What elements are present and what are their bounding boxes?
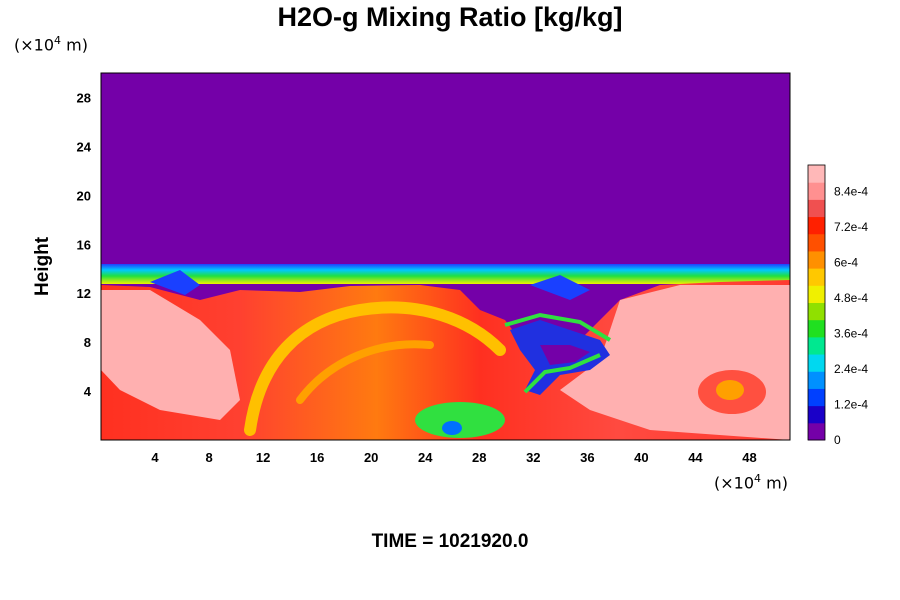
x-axis-ticks: 4 8 12 16 20 24 28 32 36 40 44 48 xyxy=(151,450,756,465)
moisture-gradient-band xyxy=(101,264,790,284)
colorbar-segment xyxy=(808,199,825,218)
heatmap-field xyxy=(101,73,790,440)
y-tick-label: 4 xyxy=(84,384,92,399)
colorbar-tick-label: 2.4e-4 xyxy=(834,362,868,376)
x-tick-label: 8 xyxy=(205,450,212,465)
colorbar: 0 1.2e-4 2.4e-4 3.6e-4 4.8e-4 6e-4 7.2e-4 8.4e-… xyxy=(807,164,868,447)
x-tick-label: 48 xyxy=(742,450,756,465)
y-tick-label: 12 xyxy=(77,286,91,301)
blue-plume-left xyxy=(150,270,200,295)
colorbar-segment xyxy=(808,302,825,321)
x-tick-label: 12 xyxy=(256,450,270,465)
time-label: TIME = 1021920.0 xyxy=(371,531,529,552)
blue-spot xyxy=(442,421,462,435)
green-edge xyxy=(504,312,612,394)
colorbar-segment xyxy=(808,165,825,183)
colorbar-segment xyxy=(808,216,825,235)
colorbar-segment xyxy=(808,388,825,407)
green-patch xyxy=(415,402,505,438)
colorbar-segment xyxy=(808,250,825,269)
x-axis-unit: (×104 m) xyxy=(714,472,788,493)
colorbar-segment xyxy=(808,268,825,286)
y-tick-label: 8 xyxy=(84,335,91,350)
colorbar-segment xyxy=(808,371,825,389)
colorbar-frame xyxy=(807,164,826,441)
x-tick-label: 40 xyxy=(634,450,648,465)
x-tick-label: 36 xyxy=(580,450,594,465)
x-tick-label: 44 xyxy=(688,450,703,465)
colorbar-tick-label: 4.8e-4 xyxy=(834,291,868,305)
colorbar-segment xyxy=(808,182,825,200)
x-tick-label: 20 xyxy=(364,450,378,465)
yellow-swirl xyxy=(244,301,506,436)
colorbar-tick-label: 1.2e-4 xyxy=(834,398,868,412)
warm-core-right-center xyxy=(716,380,744,400)
yellow-swirl-2 xyxy=(296,340,434,404)
colorbar-segment xyxy=(808,233,825,252)
colorbar-segment xyxy=(808,422,825,441)
dry-intrusion-core xyxy=(540,345,590,365)
x-tick-label: 28 xyxy=(472,450,486,465)
colorbar-segment xyxy=(808,354,825,372)
y-tick-label: 24 xyxy=(77,139,92,154)
x-tick-label: 32 xyxy=(526,450,540,465)
pink-left-region xyxy=(101,290,240,420)
y-axis-unit: (×104 m) xyxy=(14,34,88,55)
y-tick-label: 16 xyxy=(77,237,91,252)
y-tick-label: 20 xyxy=(77,188,91,203)
y-tick-label: 28 xyxy=(77,90,91,105)
blue-plume-right xyxy=(530,275,590,300)
x-tick-label: 4 xyxy=(151,450,159,465)
colorbar-segment xyxy=(808,336,825,355)
colorbar-segment xyxy=(808,285,825,303)
colorbar-tick-label: 0 xyxy=(834,433,841,447)
colorbar-tick-label: 6e-4 xyxy=(834,256,858,270)
x-tick-label: 16 xyxy=(310,450,324,465)
colorbar-segment xyxy=(808,319,825,338)
colorbar-tick-label: 8.4e-4 xyxy=(834,185,868,199)
colorbar-tick-label: 3.6e-4 xyxy=(834,327,868,341)
y-axis-ticks: 4 8 12 16 20 24 28 xyxy=(77,90,92,399)
colorbar-segment xyxy=(808,405,825,424)
colorbar-tick-label: 7.2e-4 xyxy=(834,220,868,234)
x-tick-label: 24 xyxy=(418,450,433,465)
chart-title: H2O-g Mixing Ratio [kg/kg] xyxy=(277,2,623,32)
plot-frame xyxy=(100,72,791,441)
